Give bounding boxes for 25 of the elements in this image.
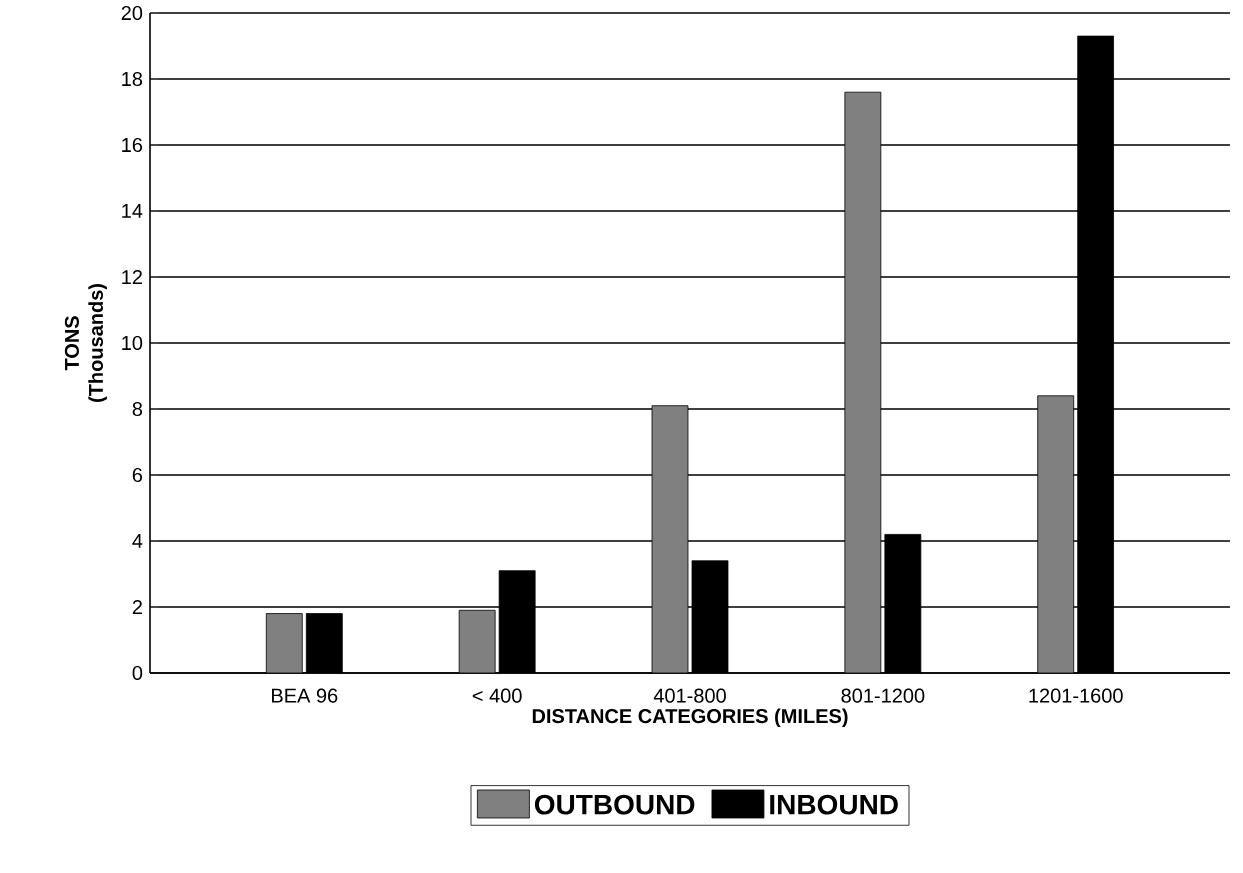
x-axis-title: DISTANCE CATEGORIES (MILES) xyxy=(532,708,848,728)
y-tick-label: 14 xyxy=(122,204,143,218)
bar xyxy=(651,405,689,673)
y-tick-label: 0 xyxy=(132,665,143,681)
legend-label: OUTBOUND xyxy=(534,794,695,815)
y-tick-label: 10 xyxy=(122,335,143,351)
x-tick-label: 801-1200 xyxy=(841,688,925,703)
x-tick-label: 401-800 xyxy=(653,688,726,703)
bar xyxy=(265,613,303,673)
y-tick-label: 4 xyxy=(132,534,143,548)
y-tick-label: 12 xyxy=(122,270,142,284)
x-tick-label: < 400 xyxy=(472,688,522,703)
y-axis-title: TONS (Thousands) xyxy=(64,283,107,402)
y-tick-label: 8 xyxy=(132,401,143,417)
y-tick-label: 18 xyxy=(122,71,143,87)
y-tick-label: 16 xyxy=(122,137,143,153)
bar xyxy=(1037,395,1075,673)
x-tick-label: BEA 96 xyxy=(272,688,338,703)
legend-label: INBOUND xyxy=(770,794,898,815)
bar xyxy=(458,609,496,673)
y-tick-label: 6 xyxy=(132,467,143,483)
bar xyxy=(844,91,882,673)
x-tick-label: 1201-1600 xyxy=(1029,688,1123,703)
y-tick-label: 2 xyxy=(132,600,142,614)
y-tick-label: 20 xyxy=(121,5,143,21)
